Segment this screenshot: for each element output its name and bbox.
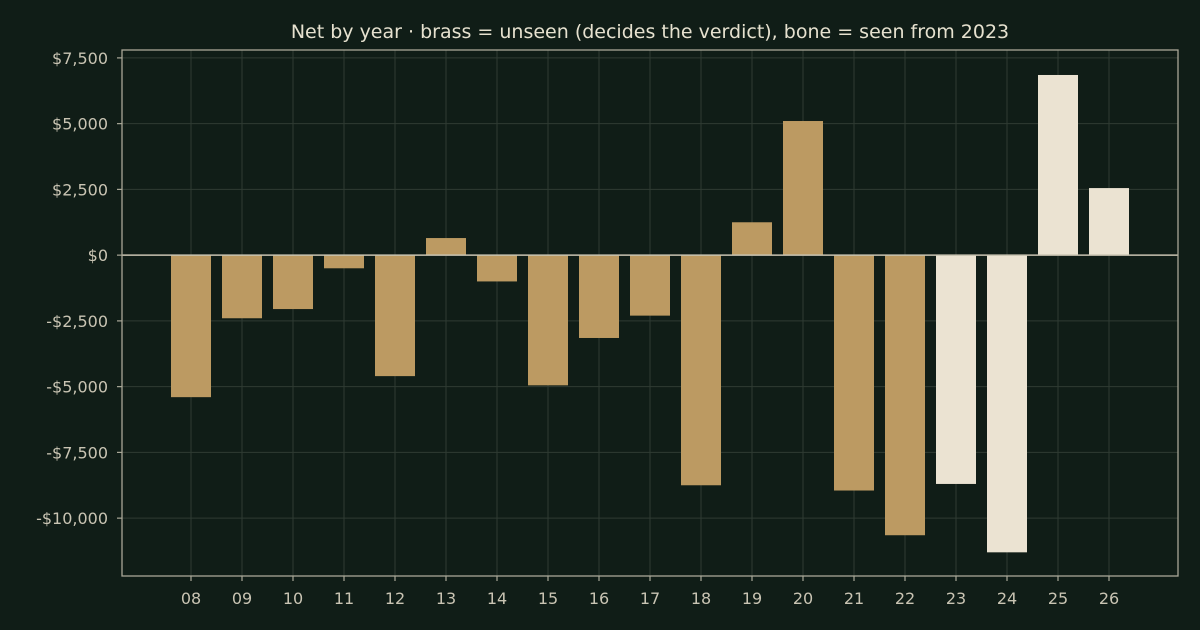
chart-title: Net by year · brass = unseen (decides th… bbox=[291, 21, 1009, 43]
bar-09 bbox=[222, 255, 262, 319]
x-tick-label: 16 bbox=[589, 589, 609, 608]
bar-22 bbox=[885, 255, 925, 536]
bar-23 bbox=[936, 255, 976, 484]
x-tick-label: 26 bbox=[1099, 589, 1119, 608]
bar-11 bbox=[324, 255, 364, 269]
bar-08 bbox=[171, 255, 211, 398]
x-tick-label: 08 bbox=[181, 589, 201, 608]
x-tick-label: 24 bbox=[997, 589, 1017, 608]
y-tick-label: $0 bbox=[88, 246, 108, 265]
x-tick-label: 17 bbox=[640, 589, 660, 608]
x-tick-label: 14 bbox=[487, 589, 507, 608]
x-tick-label: 22 bbox=[895, 589, 915, 608]
x-tick-label: 21 bbox=[844, 589, 864, 608]
y-tick-label: -$7,500 bbox=[46, 443, 108, 462]
bar-14 bbox=[477, 255, 517, 282]
bar-21 bbox=[834, 255, 874, 491]
x-tick-label: 12 bbox=[385, 589, 405, 608]
y-tick-label: -$10,000 bbox=[36, 509, 108, 528]
bar-24 bbox=[987, 255, 1027, 553]
bar-series bbox=[171, 74, 1129, 553]
bar-25 bbox=[1038, 74, 1078, 256]
x-tick-label: 23 bbox=[946, 589, 966, 608]
bar-15 bbox=[528, 255, 568, 386]
x-tick-label: 09 bbox=[232, 589, 252, 608]
bar-10 bbox=[273, 255, 313, 310]
bar-20 bbox=[783, 121, 823, 256]
bar-17 bbox=[630, 255, 670, 316]
y-tick-label: $7,500 bbox=[52, 49, 108, 68]
bar-19 bbox=[732, 222, 772, 256]
y-tick-label: -$2,500 bbox=[46, 312, 108, 331]
y-tick-label: $5,000 bbox=[52, 115, 108, 134]
x-tick-label: 20 bbox=[793, 589, 813, 608]
x-tick-label: 19 bbox=[742, 589, 762, 608]
bar-18 bbox=[681, 255, 721, 486]
x-tick-label: 15 bbox=[538, 589, 558, 608]
bar-13 bbox=[426, 238, 466, 256]
bar-16 bbox=[579, 255, 619, 338]
x-axis-ticks: 08 09 10 11 12 13 14 15 16 17 18 19 20 21 22 23 24 25 26 bbox=[181, 576, 1119, 608]
y-tick-label: -$5,000 bbox=[46, 378, 108, 397]
bar-26 bbox=[1089, 188, 1129, 256]
x-tick-label: 13 bbox=[436, 589, 456, 608]
x-tick-label: 18 bbox=[691, 589, 711, 608]
x-tick-label: 11 bbox=[334, 589, 354, 608]
y-tick-label: $2,500 bbox=[52, 180, 108, 199]
x-tick-label: 10 bbox=[283, 589, 303, 608]
x-tick-label: 25 bbox=[1048, 589, 1068, 608]
bar-12 bbox=[375, 255, 415, 377]
y-axis-ticks: $7,500 $5,000 $2,500 $0 -$2,500 -$5,000 -$7,50… bbox=[36, 49, 122, 528]
